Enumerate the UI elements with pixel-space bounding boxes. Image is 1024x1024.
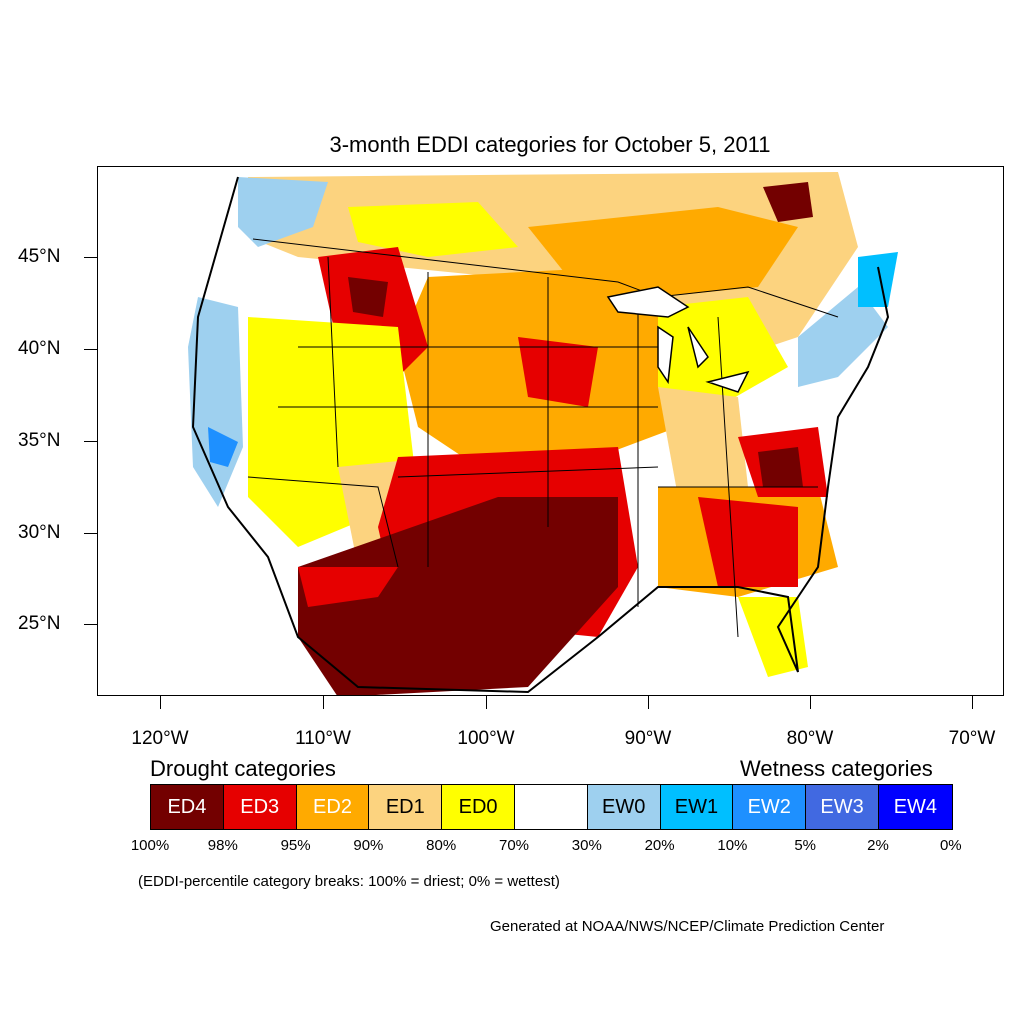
drought-heading: Drought categories [150, 756, 336, 781]
legend-box-ed4: ED4 [151, 785, 224, 829]
lat-tick [84, 441, 97, 442]
eddi-map [97, 166, 1004, 696]
west-coast-wet2 [208, 427, 238, 467]
legend-box-ed3: ED3 [223, 785, 297, 829]
credit-text: Generated at NOAA/NWS/NCEP/Climate Predi… [490, 918, 885, 935]
lon-tick [972, 696, 973, 709]
lon-label-100: 100°W [457, 728, 515, 749]
lon-tick [648, 696, 649, 709]
percent-break-label: 98% [207, 837, 238, 854]
percent-break-label: 10% [717, 837, 748, 854]
percent-break-label: 5% [794, 837, 817, 854]
legend-box-ed1: ED1 [369, 785, 443, 829]
legend-box-ed2: ED2 [296, 785, 370, 829]
lon-tick [323, 696, 324, 709]
great-lakes-yellow [658, 297, 788, 407]
percent-break-label: 30% [571, 837, 602, 854]
great-lakes [606, 286, 750, 393]
legend-box-ew1: EW1 [660, 785, 734, 829]
lat-label-40: 40°N [18, 338, 61, 359]
lon-label-80: 80°W [786, 728, 834, 749]
percent-break-label: 95% [280, 837, 311, 854]
lat-label-45: 45°N [18, 246, 61, 267]
lon-tick [810, 696, 811, 709]
lon-label-120: 120°W [131, 728, 189, 749]
percent-break-label: 2% [867, 837, 889, 854]
lat-label-35: 35°N [18, 430, 61, 451]
map-title: 3-month EDDI categories for October 5, 2… [329, 132, 771, 157]
canada-red-spot [763, 182, 813, 222]
legend-bar: ED4 ED3 ED2 ED1 ED0 EW0 EW1 EW2 EW3 EW4 [150, 784, 953, 830]
percent-break-label: 70% [498, 837, 530, 854]
montana-darkred [348, 277, 388, 317]
percent-break-label: 80% [426, 837, 457, 854]
legend-box-neutral [514, 785, 588, 829]
percent-break-label: 100% [130, 837, 170, 854]
percent-break-label: 90% [353, 837, 384, 854]
legend-box-ew3: EW3 [806, 785, 879, 829]
lat-tick [84, 624, 97, 625]
midwest-red [518, 337, 598, 407]
coastline [191, 176, 890, 694]
mexico-red [298, 567, 398, 607]
midwest-ed1 [658, 387, 748, 497]
legend-box-ew0: EW0 [587, 785, 661, 829]
lon-label-70: 70°W [948, 728, 996, 749]
texas-darkred [298, 497, 618, 695]
lat-tick [84, 257, 97, 258]
lat-label-30: 30°N [18, 522, 61, 543]
percent-break-label: 20% [644, 837, 675, 854]
map-canvas [188, 172, 898, 695]
lon-tick [160, 696, 161, 709]
pnw-wet [238, 177, 328, 247]
lat-tick [84, 533, 97, 534]
lon-label-90: 90°W [624, 728, 672, 749]
canada-yellow [348, 202, 518, 257]
legend-box-ew2: EW2 [733, 785, 807, 829]
lat-tick [84, 349, 97, 350]
west-coast-wet [188, 297, 243, 507]
legend-box-ed0: ED0 [442, 785, 515, 829]
southeast-red [698, 497, 798, 587]
carolina-darkred [758, 447, 803, 487]
legend-box-ew4: EW4 [878, 785, 952, 829]
percent-break-label: 0% [939, 837, 962, 854]
northeast-wet [798, 287, 888, 387]
wetness-heading: Wetness categories [740, 756, 933, 781]
northeast-wet2 [858, 252, 898, 307]
category-note: (EDDI-percentile category breaks: 100% =… [138, 873, 560, 890]
lon-label-110: 110°W [295, 728, 351, 749]
lat-label-25: 25°N [18, 613, 61, 634]
lon-tick [486, 696, 487, 709]
